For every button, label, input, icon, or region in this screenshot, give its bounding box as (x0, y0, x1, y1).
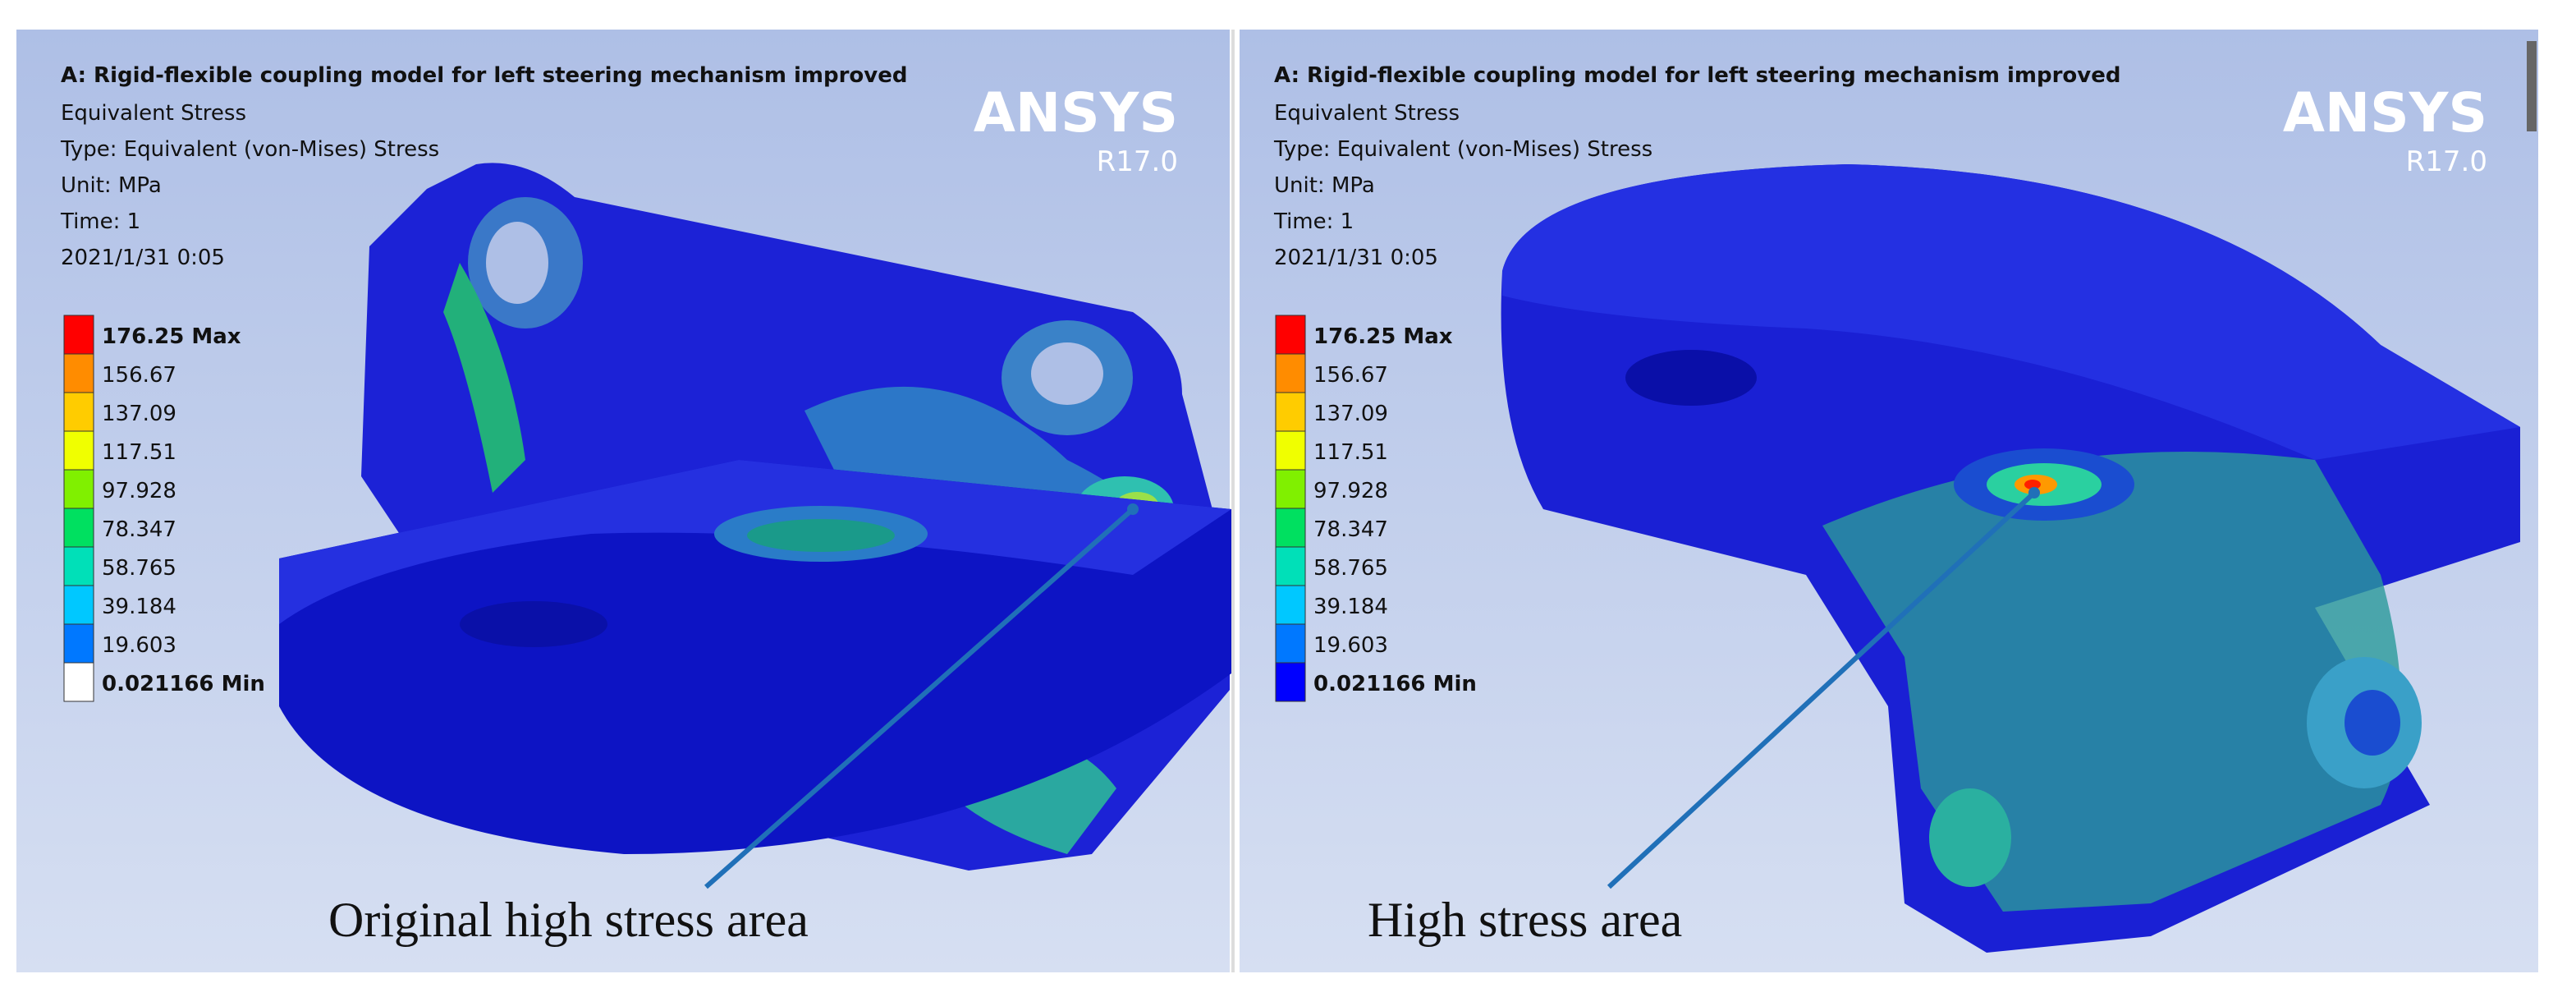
legend-label: 137.09 (102, 402, 176, 426)
leader-dot (1127, 503, 1139, 515)
legend-label: 97.928 (102, 479, 176, 503)
legend-label: 39.184 (1313, 595, 1388, 619)
legend-swatch (1275, 392, 1306, 432)
legend-label: 78.347 (1313, 517, 1388, 542)
legend-label: 97.928 (1313, 479, 1388, 503)
result-info: Unit: MPa (1274, 173, 1375, 198)
result-title: A: Rigid-flexible coupling model for lef… (61, 63, 907, 88)
leader-line (704, 507, 1134, 889)
legend-label: 19.603 (102, 633, 176, 658)
ansys-version: R17.0 (1097, 145, 1178, 178)
legend-swatch (1275, 585, 1306, 625)
legend-label: 58.765 (102, 556, 176, 581)
ansys-logo: ANSYS (2283, 81, 2487, 145)
legend-label: 19.603 (1313, 633, 1388, 658)
legend-swatch (63, 508, 94, 548)
model-right (1501, 164, 2520, 953)
annotation: Original high stress area (328, 893, 809, 947)
legend-swatch (63, 353, 94, 393)
legend-label: 156.67 (102, 363, 176, 388)
ansys-logo: ANSYS (974, 81, 1178, 145)
scrollbar (2527, 41, 2537, 131)
legend-swatch (63, 315, 94, 355)
legend-label: 176.25 Max (102, 324, 241, 349)
result-info: 2021/1/31 0:05 (1274, 246, 1438, 270)
model-left (279, 163, 1231, 871)
legend-swatch (1275, 508, 1306, 548)
legend-swatch (63, 392, 94, 432)
result-info: Time: 1 (60, 209, 140, 234)
legend-swatch (63, 662, 94, 702)
legend-swatch (1275, 430, 1306, 471)
legend-label: 176.25 Max (1313, 324, 1453, 349)
legend-swatch (1275, 315, 1306, 355)
leader-line (1607, 490, 2037, 889)
legend-label: 117.51 (1313, 440, 1388, 465)
result-title: A: Rigid-flexible coupling model for lef… (1274, 63, 2120, 88)
result-info: Unit: MPa (61, 173, 162, 198)
result-info: Equivalent Stress (1274, 101, 1460, 126)
leader-dot (2028, 487, 2040, 498)
legend-swatch (1275, 469, 1306, 509)
legend-label: 137.09 (1313, 402, 1388, 426)
legend-swatch (1275, 623, 1306, 664)
legend-label: 0.021166 Min (102, 672, 265, 696)
legend-swatch (63, 430, 94, 471)
legend-swatch (1275, 546, 1306, 586)
result-info: 2021/1/31 0:05 (61, 246, 225, 270)
legend-label: 78.347 (102, 517, 176, 542)
legend-label: 0.021166 Min (1313, 672, 1477, 696)
legend-swatch (63, 546, 94, 586)
result-info: Type: Equivalent (von-Mises) Stress (1273, 137, 1652, 162)
legend-label: 58.765 (1313, 556, 1388, 581)
result-info: Type: Equivalent (von-Mises) Stress (60, 137, 439, 162)
annotation: High stress area (1368, 893, 1682, 947)
legend-label: 117.51 (102, 440, 176, 465)
legend-label: 156.67 (1313, 363, 1388, 388)
result-info: Equivalent Stress (61, 101, 246, 126)
legend-label: 39.184 (102, 595, 176, 619)
legend-swatch (1275, 353, 1306, 393)
legend-swatch (63, 585, 94, 625)
ansys-version: R17.0 (2406, 145, 2487, 178)
legend-swatch (63, 469, 94, 509)
result-info: Time: 1 (1273, 209, 1354, 234)
legend-swatch (63, 623, 94, 664)
legend-swatch (1275, 662, 1306, 702)
